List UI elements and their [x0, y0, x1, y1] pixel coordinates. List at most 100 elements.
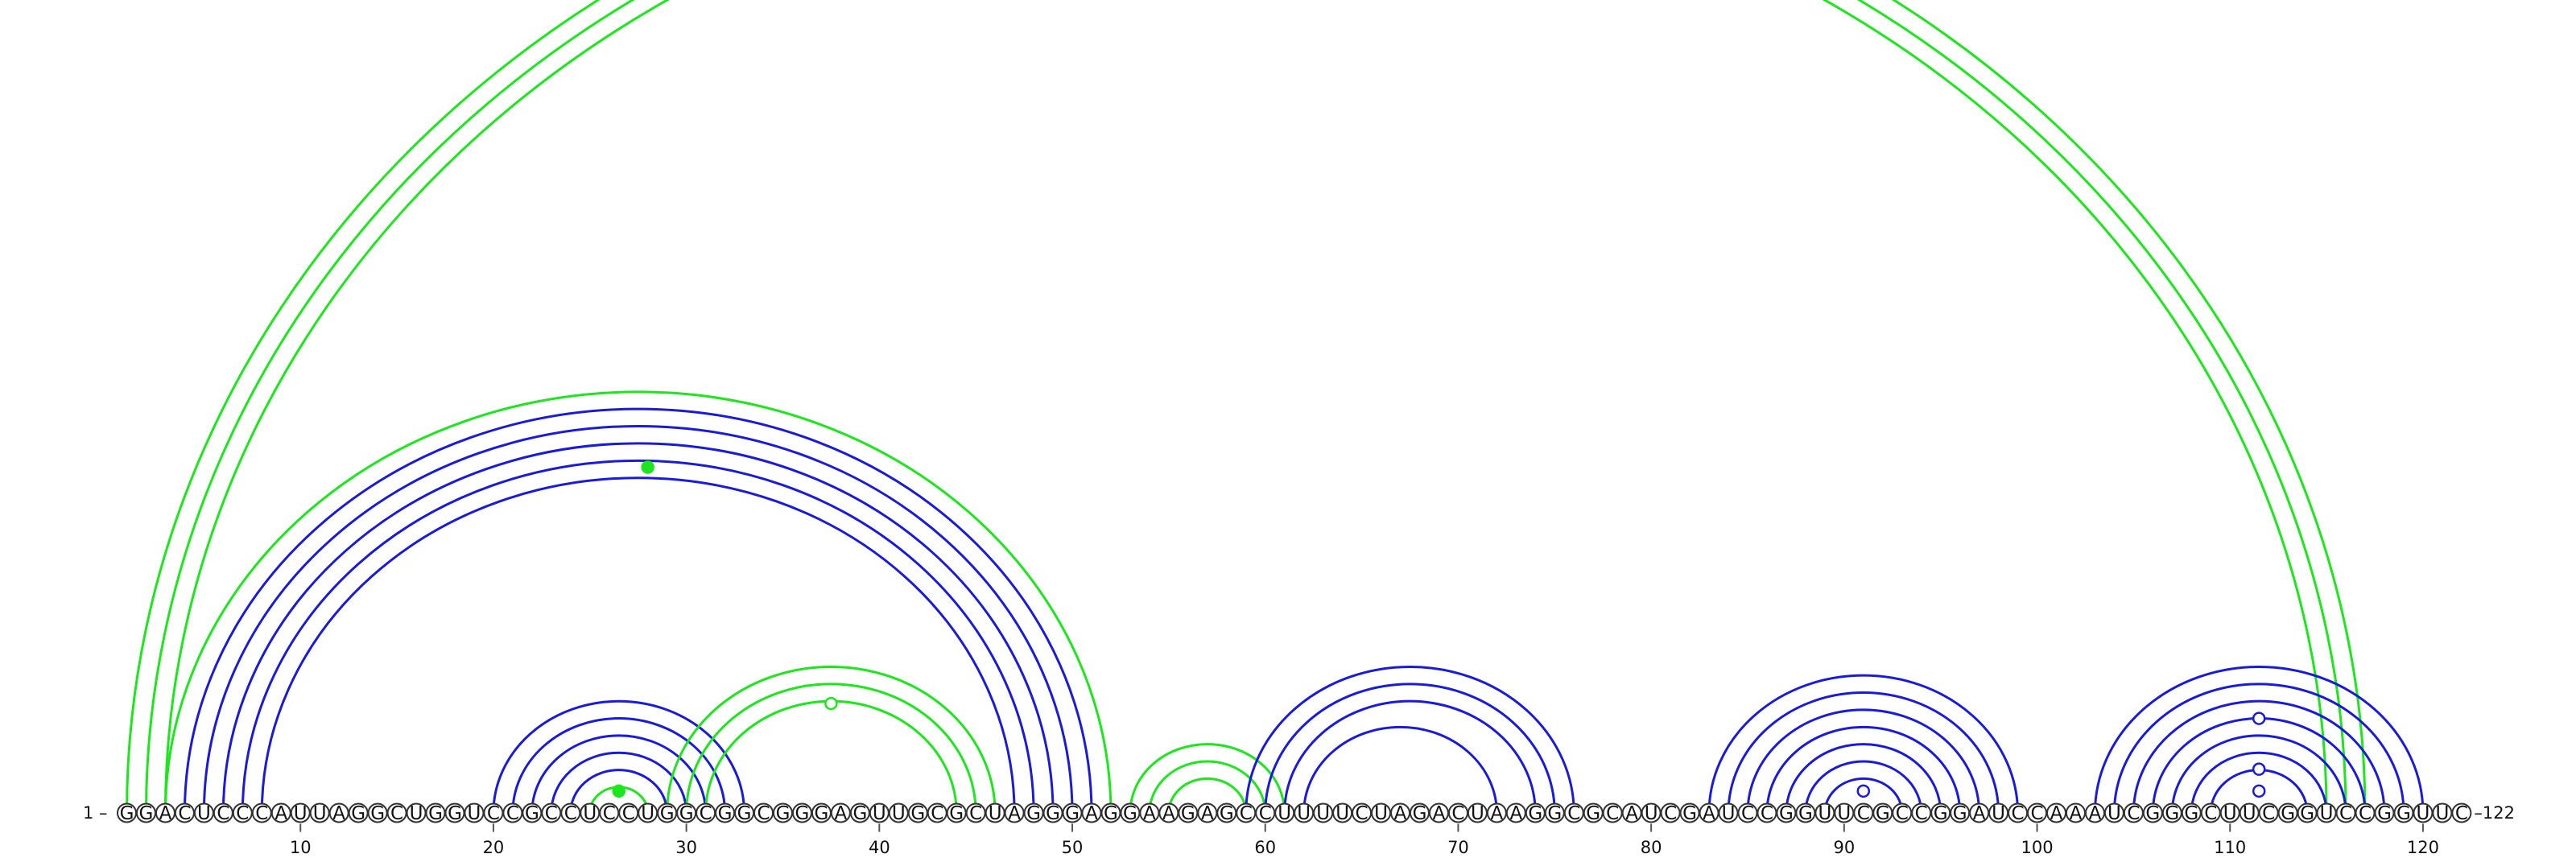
nucleotide-14: G: [367, 802, 388, 824]
nucleotide-36: G: [791, 802, 812, 824]
nucleotide-letter: C: [2127, 803, 2140, 824]
base-pair-arc-60-75: [1264, 683, 1556, 814]
base-pair-arc-108-115: [2190, 751, 2328, 814]
nucleotide-letter: A: [1703, 803, 1715, 824]
nucleotide-letter: C: [2359, 803, 2372, 824]
nucleotide-38: A: [830, 802, 851, 824]
base-pair-arc-89-93: [1823, 777, 1904, 814]
nucleotide-letter: A: [1973, 803, 1986, 824]
nucleotide-letter: G: [1046, 803, 1060, 824]
nucleotide-10: U: [290, 802, 311, 824]
nucleotide-11: U: [309, 802, 330, 824]
nucleotide-letter: A: [835, 803, 848, 824]
base-pair-arc-105-118: [2132, 699, 2386, 814]
nucleotide-letter: U: [641, 803, 654, 824]
nucleotide-8: C: [251, 802, 272, 824]
nucleotide-letter: C: [390, 803, 403, 824]
nucleotide-letter: G: [1528, 803, 1542, 824]
nucleotide-82: G: [1679, 802, 1700, 824]
nucleotide-59: C: [1236, 802, 1257, 824]
nucleotide-79: A: [1621, 802, 1642, 824]
nucleotide-64: U: [1332, 802, 1353, 824]
nucleotide-letter: G: [852, 803, 867, 824]
base-pair-arc-29-46: [666, 665, 997, 814]
nucleotide-letter: A: [1433, 803, 1446, 824]
nucleotide-58: G: [1216, 802, 1237, 824]
base-pair-arc-59-76: [1245, 665, 1575, 814]
arc-marker-4: [2252, 712, 2266, 725]
nucleotide-letter: G: [737, 803, 752, 824]
nucleotide-114: G: [2297, 802, 2318, 824]
nucleotide-letter: A: [2070, 803, 2083, 824]
nucleotide-101: A: [2046, 802, 2066, 824]
nucleotide-20: C: [483, 802, 504, 824]
nucleotide-37: G: [811, 802, 832, 824]
base-pair-arc-54-60: [1148, 760, 1267, 814]
nucleotide-letter: C: [757, 803, 770, 824]
nucleotide-100: C: [2027, 802, 2048, 824]
nucleotide-62: U: [1294, 802, 1315, 824]
tick-label-70: 70: [1447, 838, 1469, 857]
nucleotide-32: G: [715, 802, 736, 824]
nucleotide-letter: G: [1413, 803, 1427, 824]
nucleotide-61: U: [1274, 802, 1295, 824]
tick-label-120: 120: [2407, 838, 2439, 857]
arc-marker-5: [2252, 762, 2266, 776]
nucleotide-letter: A: [2050, 803, 2063, 824]
nucleotide-29: G: [657, 802, 678, 824]
base-pair-arc-104-119: [2112, 683, 2405, 814]
nucleotide-letter: U: [410, 803, 423, 824]
base-pair-arc-5-50: [202, 424, 1074, 814]
base-pair-arc-88-94: [1804, 760, 1923, 814]
tick-label-10: 10: [290, 838, 312, 857]
nucleotide-letter: U: [583, 803, 597, 824]
nucleotide-letter: U: [2417, 803, 2430, 824]
nucleotide-letter: G: [949, 803, 964, 824]
nucleotide-letter: U: [1837, 803, 1851, 824]
nucleotide-letter: U: [2107, 803, 2121, 824]
nucleotide-letter: A: [1509, 803, 1522, 824]
nucleotide-121: U: [2432, 802, 2453, 824]
sequence-end-label: –122: [2474, 803, 2515, 823]
nucleotide-letter: C: [1761, 803, 1773, 824]
nucleotide-1: G: [117, 802, 137, 824]
nucleotide-letter: C: [487, 803, 500, 824]
nucleotide-letter: U: [1316, 803, 1330, 824]
nucleotide-letter: G: [120, 803, 134, 824]
nucleotide-letter: G: [2300, 803, 2314, 824]
nucleotide-letter: C: [506, 803, 519, 824]
base-pair-arc-3-115: [163, 0, 2328, 814]
nucleotide-letter: C: [564, 803, 577, 824]
nucleotide-74: G: [1525, 802, 1546, 824]
nucleotide-108: G: [2181, 802, 2202, 824]
nucleotide-33: G: [734, 802, 755, 824]
nucleotide-letter: C: [2455, 803, 2468, 824]
nucleotide-letter: C: [622, 803, 635, 824]
nucleotide-95: G: [1930, 802, 1951, 824]
nucleotide-letter: G: [1220, 803, 1234, 824]
ticks-layer: 10 20 30 40 50 60 70 80 90 100 110 120: [290, 823, 2439, 857]
nucleotide-22: G: [522, 802, 543, 824]
nucleotide-letter: U: [1471, 803, 1484, 824]
base-pair-arc-23-30: [550, 751, 688, 814]
nucleotide-85: C: [1737, 802, 1758, 824]
sequence-start-label: 1 –: [83, 803, 108, 823]
nucleotide-letter: U: [1992, 803, 2005, 824]
nucleotide-71: U: [1467, 802, 1488, 824]
nucleotide-letter: U: [294, 803, 308, 824]
base-pair-arc-7-48: [241, 459, 1035, 814]
nucleotide-25: U: [580, 802, 601, 824]
nucleotide-50: G: [1062, 802, 1083, 824]
nucleotide-75: G: [1544, 802, 1565, 824]
base-pair-arc-53-61: [1129, 743, 1286, 814]
nucleotide-31: C: [696, 802, 716, 824]
nucleotide-letter: G: [370, 803, 385, 824]
tick-label-20: 20: [483, 838, 505, 857]
nucleotide-65: C: [1352, 802, 1373, 824]
nucleotide-55: A: [1158, 802, 1179, 824]
nucleotide-16: U: [406, 802, 427, 824]
nucleotide-letter: C: [1356, 803, 1368, 824]
nucleotide-12: A: [328, 802, 349, 824]
nucleotide-49: G: [1042, 802, 1063, 824]
tick-label-100: 100: [2021, 838, 2053, 857]
